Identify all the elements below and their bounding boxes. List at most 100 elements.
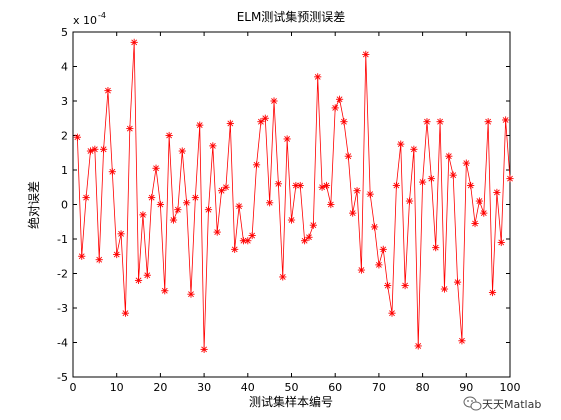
data-point xyxy=(493,188,501,197)
data-point xyxy=(91,145,99,153)
data-point xyxy=(480,209,488,217)
data-point xyxy=(178,147,186,155)
data-point xyxy=(156,200,164,209)
data-point xyxy=(379,245,387,253)
data-point xyxy=(419,178,427,186)
data-point xyxy=(117,230,125,238)
y-tick-label: -4 xyxy=(57,337,68,350)
data-point xyxy=(397,140,405,148)
data-point xyxy=(335,95,344,103)
data-point xyxy=(174,206,182,214)
data-point xyxy=(384,281,392,290)
data-point xyxy=(270,97,278,105)
data-point xyxy=(86,147,95,155)
watermark: 天天Matlab xyxy=(463,396,541,411)
data-point xyxy=(209,142,217,150)
data-point xyxy=(266,199,274,207)
data-point xyxy=(344,152,352,160)
data-point xyxy=(222,183,230,191)
data-point xyxy=(231,245,239,253)
x-tick-label: 100 xyxy=(500,381,521,394)
x-tick-label: 50 xyxy=(285,381,299,394)
data-point xyxy=(453,278,462,286)
data-point xyxy=(305,233,313,241)
data-point xyxy=(427,175,435,183)
x-tick-label: 90 xyxy=(459,381,473,394)
data-point xyxy=(353,187,361,195)
data-point xyxy=(134,276,143,284)
data-point xyxy=(471,219,479,228)
data-point xyxy=(331,104,339,112)
data-point xyxy=(187,290,195,298)
watermark-text: 天天Matlab xyxy=(482,398,541,411)
data-point xyxy=(121,309,130,317)
data-point xyxy=(410,145,418,153)
data-point xyxy=(287,216,296,224)
wechat-icon xyxy=(463,396,482,411)
data-point xyxy=(148,194,156,202)
data-point xyxy=(423,118,431,126)
data-point xyxy=(445,152,453,160)
x-tick-label: 20 xyxy=(153,381,167,394)
data-point xyxy=(235,202,243,210)
data-point xyxy=(462,159,470,167)
data-point xyxy=(73,133,81,141)
plot-area xyxy=(72,31,511,378)
data-point xyxy=(362,50,370,59)
series-layer xyxy=(73,38,514,353)
data-point xyxy=(449,171,457,179)
data-point xyxy=(165,131,173,140)
data-point xyxy=(340,118,348,126)
data-point xyxy=(405,197,414,205)
data-point xyxy=(401,281,409,290)
data-point xyxy=(126,125,134,133)
data-point xyxy=(257,118,265,126)
data-point xyxy=(113,250,121,259)
data-point xyxy=(248,231,256,240)
data-point xyxy=(296,181,304,190)
data-point xyxy=(314,73,322,81)
y-tick-label: 3 xyxy=(61,95,68,108)
data-point xyxy=(143,271,151,279)
data-point xyxy=(139,211,147,219)
x-axis-label: 测试集样本编号 xyxy=(249,394,333,409)
y-tick-label: 1 xyxy=(61,164,68,177)
data-point xyxy=(357,266,366,274)
data-point xyxy=(375,261,383,269)
data-point xyxy=(327,200,335,209)
data-point xyxy=(130,38,138,46)
y-tick-label: -2 xyxy=(57,268,68,281)
data-point xyxy=(78,252,86,260)
data-point xyxy=(95,256,103,264)
data-point xyxy=(274,180,282,188)
data-point xyxy=(488,288,497,297)
data-point xyxy=(475,197,484,205)
axis-tick-labels: 0 10 20 30 40 50 60 70 80 90 100 -5 -4 -3 -2 -1 0 1 2 3 4 5 xyxy=(57,26,520,394)
data-point xyxy=(309,221,317,229)
data-point xyxy=(502,116,510,124)
data-point xyxy=(432,244,440,252)
x-tick-label: 70 xyxy=(372,381,386,394)
x-tick-label: 60 xyxy=(328,381,342,394)
data-point xyxy=(301,237,309,245)
data-point xyxy=(99,145,108,153)
x-tick-label: 30 xyxy=(197,381,211,394)
data-point xyxy=(104,87,112,95)
data-point xyxy=(436,118,444,126)
y-tick-label: 5 xyxy=(61,26,68,39)
y-axis-label: 绝对误差 xyxy=(26,181,41,229)
y-axis-exponent-power: -4 xyxy=(98,11,106,20)
data-point xyxy=(506,175,514,183)
y-tick-label: -5 xyxy=(57,371,68,384)
x-tick-label: 40 xyxy=(241,381,255,394)
x-tick-label: 10 xyxy=(110,381,124,394)
data-point xyxy=(484,118,492,126)
data-point xyxy=(200,345,208,353)
data-point xyxy=(169,216,178,224)
x-tick-label: 0 xyxy=(70,381,77,394)
data-point xyxy=(152,164,160,172)
data-point xyxy=(82,194,90,202)
data-point xyxy=(196,121,204,129)
y-tick-label: 0 xyxy=(61,199,68,212)
data-point xyxy=(217,187,226,195)
